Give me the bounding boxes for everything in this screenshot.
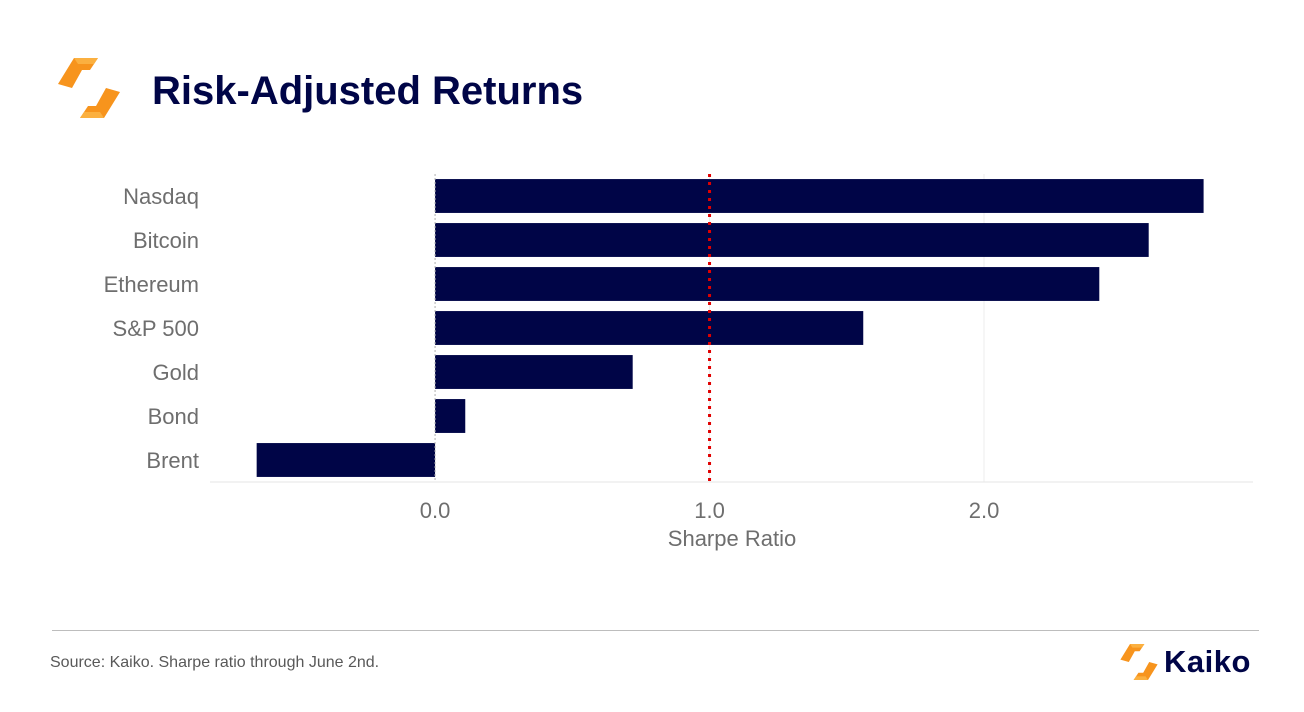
x-tick-labels: 0.0 1.0 2.0 (420, 498, 1000, 523)
bar-brent (256, 443, 436, 477)
x-axis-title: Sharpe Ratio (668, 526, 796, 551)
category-label: Bond (148, 404, 199, 429)
bar-gold (435, 355, 633, 389)
category-label: Nasdaq (123, 184, 199, 209)
bars (256, 179, 1204, 477)
x-tick-label: 1.0 (694, 498, 725, 523)
category-label: Bitcoin (133, 228, 199, 253)
category-label: Gold (153, 360, 199, 385)
kaiko-logo-icon (58, 58, 120, 118)
x-tick-label: 0.0 (420, 498, 451, 523)
category-label: Brent (146, 448, 199, 473)
category-label: Ethereum (104, 272, 199, 297)
x-tick-label: 2.0 (969, 498, 1000, 523)
brand-name: Kaiko (1164, 644, 1251, 679)
source-note: Source: Kaiko. Sharpe ratio through June… (50, 654, 380, 671)
brand-logo: Kaiko (1118, 640, 1251, 684)
page-title: Risk-Adjusted Returns (152, 69, 584, 113)
bar-nasdaq (435, 179, 1204, 213)
bar-bitcoin (435, 223, 1149, 257)
category-labels: Nasdaq Bitcoin Ethereum S&P 500 Gold Bond Bren… (104, 184, 199, 473)
kaiko-logo-icon (1120, 644, 1158, 680)
bar-s-p-500 (435, 311, 864, 345)
bar-bond (435, 399, 466, 433)
bar-ethereum (435, 267, 1100, 301)
category-label: S&P 500 (113, 316, 199, 341)
footer-divider (52, 630, 1259, 631)
